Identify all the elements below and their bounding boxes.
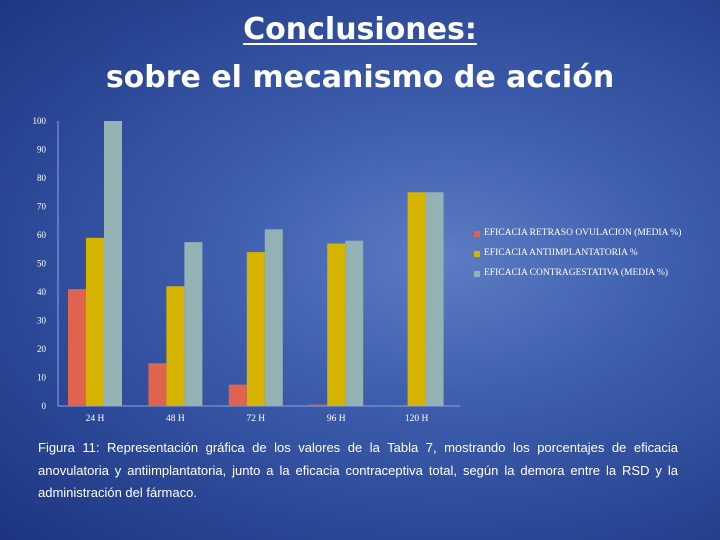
bar-3-3 bbox=[264, 229, 283, 406]
y-tick-label: 40 bbox=[37, 287, 47, 297]
slide-title: Conclusiones: bbox=[243, 12, 477, 47]
x-tick-label: 72 H bbox=[246, 414, 265, 424]
bar-1-4 bbox=[309, 404, 328, 406]
y-tick-label: 20 bbox=[37, 344, 47, 354]
legend-item-2: EFICACIA ANTIIMPLANTATORIA % bbox=[474, 248, 694, 259]
y-tick-label: 100 bbox=[33, 116, 47, 126]
bar-3-1 bbox=[104, 121, 122, 406]
bar-2-4 bbox=[327, 243, 346, 406]
x-tick-label: 120 H bbox=[405, 414, 429, 424]
bar-1-3 bbox=[228, 384, 247, 406]
figure-caption: Figura 11: Representación gráfica de los… bbox=[38, 440, 678, 500]
y-tick-label: 70 bbox=[37, 202, 47, 212]
y-tick-label: 90 bbox=[37, 145, 47, 155]
x-tick-label: 96 H bbox=[327, 414, 346, 424]
y-tick-label: 30 bbox=[37, 316, 47, 326]
legend-swatch bbox=[474, 271, 480, 277]
bar-1-1 bbox=[68, 289, 86, 406]
legend-label: EFICACIA CONTRAGESTATIVA (MEDIA %) bbox=[484, 268, 669, 278]
x-tick-label: 24 H bbox=[86, 414, 105, 424]
bar-1-2 bbox=[148, 363, 167, 406]
legend-swatch bbox=[474, 251, 480, 257]
y-tick-label: 50 bbox=[37, 259, 47, 269]
x-tick-label: 48 H bbox=[166, 414, 185, 424]
bar-3-5 bbox=[425, 192, 444, 406]
legend-label: EFICACIA ANTIIMPLANTATORIA % bbox=[484, 248, 638, 258]
legend-swatch bbox=[474, 231, 480, 237]
bar-2-3 bbox=[246, 252, 265, 406]
y-tick-label: 10 bbox=[37, 373, 47, 383]
y-tick-label: 0 bbox=[42, 401, 47, 411]
legend-item-1: EFICACIA RETRASO OVULACION (MEDIA %) bbox=[474, 228, 694, 239]
slide-subtitle: sobre el mecanismo de acción bbox=[105, 60, 615, 95]
bar-2-5 bbox=[407, 192, 426, 406]
chart-legend: EFICACIA RETRASO OVULACION (MEDIA %) EFIC… bbox=[474, 228, 694, 288]
legend-label: EFICACIA RETRASO OVULACION (MEDIA %) bbox=[484, 228, 682, 238]
bar-3-2 bbox=[184, 242, 203, 406]
y-tick-label: 60 bbox=[37, 230, 47, 240]
legend-item-3: EFICACIA CONTRAGESTATIVA (MEDIA %) bbox=[474, 268, 694, 279]
y-tick-label: 80 bbox=[37, 173, 47, 183]
bar-3-4 bbox=[345, 240, 364, 406]
bar-2-1 bbox=[86, 237, 104, 406]
bar-2-2 bbox=[166, 286, 185, 406]
